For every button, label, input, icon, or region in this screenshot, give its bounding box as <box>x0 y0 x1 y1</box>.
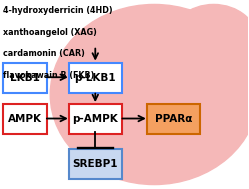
Ellipse shape <box>169 5 249 80</box>
Text: xanthoangelol (XAG): xanthoangelol (XAG) <box>3 28 97 37</box>
FancyBboxPatch shape <box>3 104 47 134</box>
Text: 4-hydroxyderricin (4HD): 4-hydroxyderricin (4HD) <box>3 6 113 15</box>
Text: p-AMPK: p-AMPK <box>72 114 118 124</box>
Text: AMPK: AMPK <box>8 114 42 124</box>
FancyBboxPatch shape <box>69 104 122 134</box>
Text: cardamonin (CAR): cardamonin (CAR) <box>3 50 85 58</box>
Text: SREBP1: SREBP1 <box>73 159 118 169</box>
FancyBboxPatch shape <box>147 104 200 134</box>
FancyBboxPatch shape <box>69 63 122 93</box>
Text: PPARα: PPARα <box>155 114 192 124</box>
Ellipse shape <box>50 5 249 184</box>
Text: LKB1: LKB1 <box>10 73 40 83</box>
FancyBboxPatch shape <box>3 63 47 93</box>
Text: flavokawain B (FKB): flavokawain B (FKB) <box>3 71 95 80</box>
Text: p-LKB1: p-LKB1 <box>75 73 116 83</box>
FancyBboxPatch shape <box>69 149 122 179</box>
